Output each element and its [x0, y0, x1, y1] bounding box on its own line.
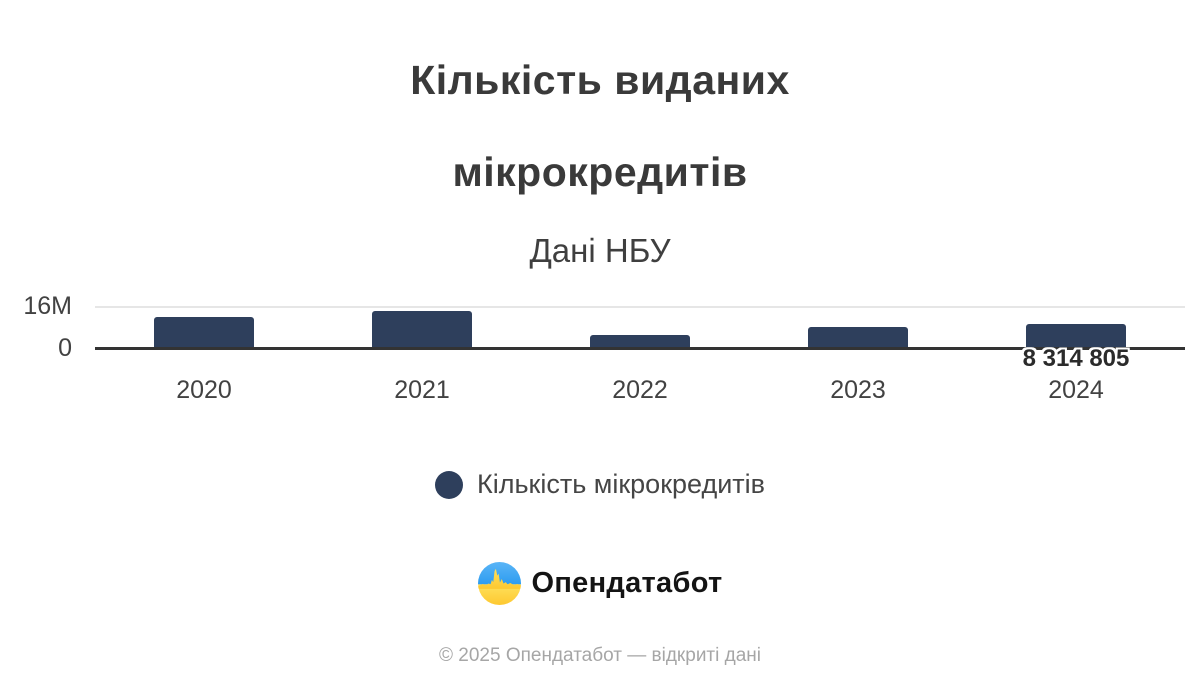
gridline-16m — [95, 306, 1185, 308]
bar-slot-2023 — [749, 288, 967, 347]
x-axis-label-2022: 2022 — [612, 376, 668, 404]
plot-area: 8 314 805 — [95, 288, 1185, 372]
chart-area: 16M 0 8 314 805 2020 2021 2022 2023 2024 — [0, 288, 1200, 405]
y-axis: 16M 0 — [0, 288, 82, 362]
bar-slot-2022 — [531, 288, 749, 347]
bar-slot-2024: 8 314 805 — [967, 288, 1185, 372]
x-axis-label-2023: 2023 — [830, 376, 886, 404]
bar-2022[interactable] — [590, 335, 690, 347]
chart-title: Кількість виданих мікрокредитів — [0, 0, 1200, 196]
bar-slot-2020 — [95, 288, 313, 347]
x-axis-label-2024: 2024 — [1048, 376, 1104, 404]
chart-title-line2: мікрокредитів — [452, 149, 748, 195]
opendatabot-logo-text: Опендатабот — [531, 567, 723, 599]
legend-label: Кількість мікрокредитів — [477, 469, 765, 499]
data-label-2024: 8 314 805 — [1022, 345, 1130, 372]
bar-2024[interactable] — [1026, 324, 1126, 347]
bar-slot-2021 — [313, 288, 531, 347]
x-axis: 2020 2021 2022 2023 2024 — [95, 376, 1185, 405]
footer-copyright: © 2025 Опендатабот — відкриті дані — [439, 645, 761, 666]
bar-2020[interactable] — [154, 317, 254, 347]
bar-2023[interactable] — [808, 327, 908, 347]
chart-title-line1: Кількість виданих — [410, 57, 790, 103]
y-tick-0: 0 — [58, 334, 72, 362]
chart-subtitle: Дані НБУ — [529, 232, 671, 269]
bar-2021[interactable] — [372, 311, 472, 347]
y-tick-16m: 16M — [23, 292, 72, 320]
legend-marker-icon — [435, 470, 463, 499]
opendatabot-logo-icon — [477, 562, 521, 605]
opendatabot-logo: Опендатабот — [0, 562, 1200, 605]
x-axis-label-2021: 2021 — [394, 376, 450, 404]
x-axis-label-2020: 2020 — [176, 376, 232, 404]
legend-item-microcredits[interactable]: Кількість мікрокредитів — [0, 469, 1200, 500]
